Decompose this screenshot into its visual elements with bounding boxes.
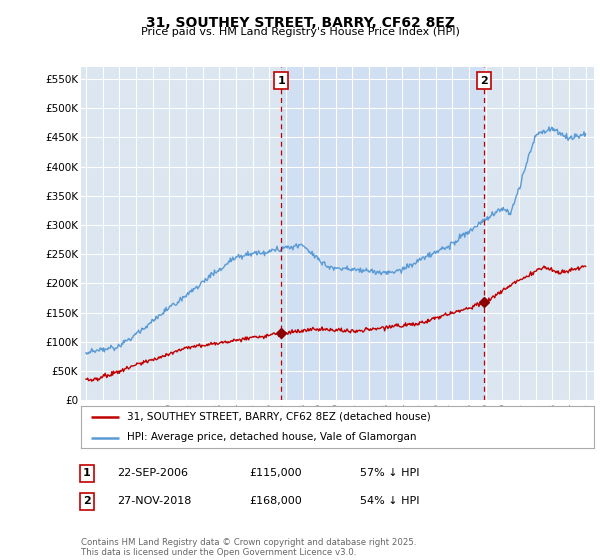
- Text: 1: 1: [83, 468, 91, 478]
- Text: 54% ↓ HPI: 54% ↓ HPI: [360, 496, 419, 506]
- Text: 31, SOUTHEY STREET, BARRY, CF62 8EZ: 31, SOUTHEY STREET, BARRY, CF62 8EZ: [146, 16, 455, 30]
- Text: £168,000: £168,000: [249, 496, 302, 506]
- Text: £115,000: £115,000: [249, 468, 302, 478]
- Text: 2: 2: [83, 496, 91, 506]
- Text: Price paid vs. HM Land Registry's House Price Index (HPI): Price paid vs. HM Land Registry's House …: [140, 27, 460, 37]
- Text: HPI: Average price, detached house, Vale of Glamorgan: HPI: Average price, detached house, Vale…: [127, 432, 416, 442]
- Text: 1: 1: [277, 76, 285, 86]
- Text: 2: 2: [481, 76, 488, 86]
- Text: 22-SEP-2006: 22-SEP-2006: [117, 468, 188, 478]
- Text: 31, SOUTHEY STREET, BARRY, CF62 8EZ (detached house): 31, SOUTHEY STREET, BARRY, CF62 8EZ (det…: [127, 412, 431, 422]
- Text: Contains HM Land Registry data © Crown copyright and database right 2025.
This d: Contains HM Land Registry data © Crown c…: [81, 538, 416, 557]
- Text: 27-NOV-2018: 27-NOV-2018: [117, 496, 191, 506]
- Text: 57% ↓ HPI: 57% ↓ HPI: [360, 468, 419, 478]
- Bar: [281, 67, 484, 400]
